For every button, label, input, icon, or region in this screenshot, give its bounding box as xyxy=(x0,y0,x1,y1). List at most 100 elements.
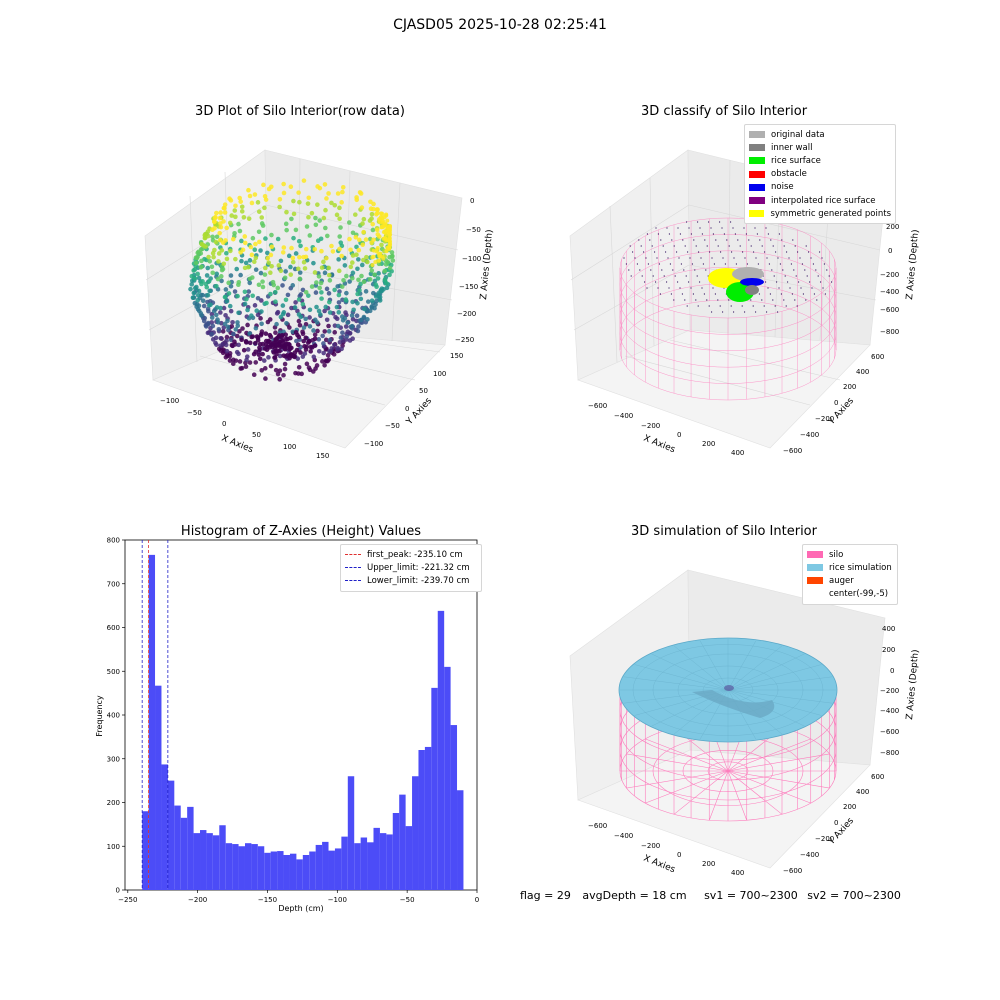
interpolated-point xyxy=(728,299,730,301)
sv1-text: sv1 = 700~2300 xyxy=(704,889,798,902)
c4-zlabel: Z Axies (Depth) xyxy=(905,649,921,720)
cloud-point xyxy=(356,277,361,283)
cloud-point xyxy=(227,303,233,309)
interpolated-point xyxy=(698,251,700,253)
cloud-point xyxy=(224,348,230,354)
mesh-line xyxy=(727,664,822,691)
interpolated-point xyxy=(778,233,781,235)
interpolated-point xyxy=(793,269,795,271)
cloud-point xyxy=(282,346,288,351)
cloud-point xyxy=(260,279,265,284)
cloud-point xyxy=(246,289,252,294)
mesh-line xyxy=(673,645,729,691)
histogram-bar xyxy=(270,851,278,890)
original-data-cluster xyxy=(732,267,764,281)
cloud-point xyxy=(337,289,342,294)
cloud-point xyxy=(210,270,216,276)
interpolated-point xyxy=(813,293,816,295)
legend-swatch xyxy=(749,197,765,205)
cloud-point xyxy=(298,243,303,249)
interpolated-point xyxy=(701,233,704,235)
cloud-point xyxy=(369,305,375,310)
cloud-point xyxy=(211,254,216,260)
cloud-point xyxy=(303,254,309,260)
histogram-bar xyxy=(296,859,303,890)
cloud-point xyxy=(297,199,302,205)
c4-ytick: −200 xyxy=(815,835,834,843)
cloud-point xyxy=(277,333,282,338)
histogram-bar xyxy=(424,746,432,890)
cloud-point xyxy=(200,298,206,304)
interpolated-point xyxy=(768,263,771,265)
cloud-point xyxy=(217,230,222,236)
chart4-3d-plot: −600 −400 −200 0 200 400 −600 −400 −200 … xyxy=(569,569,921,877)
cloud-point xyxy=(249,275,255,280)
cloud-point xyxy=(301,259,307,265)
interpolated-point xyxy=(713,263,716,265)
c4-ztick: −400 xyxy=(880,707,899,715)
c4-ytick: 600 xyxy=(871,773,884,781)
interpolated-point xyxy=(705,269,707,271)
cloud-point xyxy=(319,296,324,301)
cloud-point xyxy=(336,300,342,305)
cloud-point xyxy=(263,376,268,381)
cloud-point xyxy=(320,333,325,339)
cloud-point xyxy=(336,257,341,262)
cloud-point xyxy=(253,241,258,247)
cloud-point xyxy=(281,245,287,250)
cloud-point xyxy=(251,372,257,377)
cloud-point xyxy=(239,258,244,264)
cloud-point xyxy=(254,334,260,339)
cloud-point xyxy=(327,299,332,305)
cloud-point xyxy=(370,221,375,227)
cloud-point xyxy=(284,227,289,233)
cloud-point xyxy=(326,291,332,296)
cloud-point xyxy=(253,325,259,331)
x-tick-label: −200 xyxy=(188,896,207,904)
silo-floor-spoke xyxy=(727,753,830,772)
cloud-point xyxy=(354,313,360,319)
interpolated-point xyxy=(666,281,668,283)
cloud-point xyxy=(308,344,314,350)
cloud-point xyxy=(233,358,239,363)
c3-xlabel: Depth (cm) xyxy=(278,904,323,913)
cloud-point xyxy=(260,284,266,290)
interpolated-point xyxy=(791,293,794,295)
cloud-point xyxy=(227,220,233,226)
cloud-point xyxy=(262,366,268,371)
cloud-point xyxy=(218,224,224,230)
interpolated-point xyxy=(697,305,699,307)
legend-item-first-peak: first_peak: -235.10 cm xyxy=(345,548,477,561)
legend-swatch xyxy=(749,144,765,152)
interpolated-point xyxy=(702,263,705,265)
cloud-point xyxy=(243,340,249,345)
interpolated-point xyxy=(719,305,721,307)
cloud-point xyxy=(326,323,331,329)
interpolated-point xyxy=(719,221,721,223)
cloud-point xyxy=(256,352,262,357)
c4-ztick: 200 xyxy=(882,646,895,654)
cloud-point xyxy=(376,251,381,256)
cloud-point xyxy=(329,243,334,249)
cloud-point xyxy=(324,317,330,323)
cloud-point xyxy=(311,354,317,360)
c2-xtick: 0 xyxy=(677,431,681,439)
cloud-point xyxy=(363,289,369,294)
histogram-bar xyxy=(206,833,213,890)
cloud-point xyxy=(307,315,312,320)
interpolated-point xyxy=(753,251,755,253)
interpolated-point xyxy=(694,269,696,271)
cloud-point xyxy=(376,290,382,296)
c3-ylabel: Frequency xyxy=(95,695,104,737)
interpolated-point xyxy=(693,239,695,241)
chart2-legend: original data inner wall rice surface ob… xyxy=(744,124,896,225)
cloud-point xyxy=(293,227,299,233)
interpolated-point xyxy=(755,257,757,259)
cloud-point xyxy=(285,312,291,318)
cloud-point xyxy=(194,284,199,290)
cloud-point xyxy=(195,297,201,303)
cloud-point xyxy=(233,203,238,209)
cloud-point xyxy=(329,346,335,351)
cloud-point xyxy=(302,266,308,271)
interpolated-point xyxy=(654,251,656,253)
